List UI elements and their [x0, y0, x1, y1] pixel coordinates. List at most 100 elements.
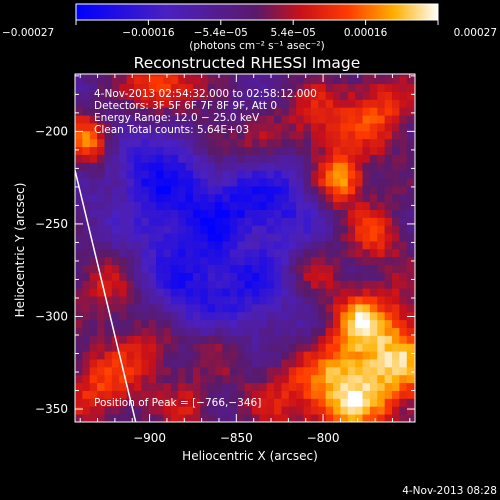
- heatmap-cell: [163, 264, 172, 273]
- heatmap-cell: [355, 280, 363, 289]
- heatmap-cell: [141, 296, 150, 305]
- heatmap-cell: [318, 382, 327, 391]
- heatmap-cell: [82, 248, 91, 258]
- heatmap-cell: [251, 296, 260, 305]
- heatmap-cell: [251, 193, 260, 203]
- heatmap-cell: [281, 264, 290, 273]
- heatmap-cell: [82, 296, 91, 305]
- heatmap-cell: [75, 99, 83, 108]
- heatmap-cell: [75, 303, 83, 313]
- heatmap-cell: [392, 130, 400, 140]
- heatmap-cell: [244, 288, 253, 297]
- heatmap-cell: [141, 201, 150, 210]
- heatmap-cell: [178, 99, 186, 108]
- heatmap-cell: [222, 99, 231, 108]
- heatmap-cell: [178, 311, 186, 321]
- heatmap-cell: [347, 123, 356, 132]
- heatmap-cell: [288, 280, 297, 289]
- heatmap-cell: [310, 83, 319, 92]
- heatmap-cell: [399, 123, 408, 132]
- heatmap-cell: [355, 83, 363, 92]
- heatmap-cell: [310, 99, 319, 108]
- heatmap-cell: [362, 107, 371, 116]
- heatmap-cell: [89, 185, 98, 195]
- heatmap-cell: [163, 382, 172, 391]
- heatmap-cell: [369, 154, 378, 163]
- heatmap-cell: [296, 99, 304, 108]
- heatmap-cell: [347, 335, 356, 344]
- heatmap-cell: [340, 382, 349, 391]
- heatmap-cell: [170, 366, 179, 376]
- heatmap-cell: [133, 209, 142, 218]
- heatmap-cell: [303, 272, 312, 281]
- heatmap-cell: [369, 272, 378, 281]
- heatmap-cell: [215, 201, 223, 210]
- heatmap-cell: [259, 288, 268, 297]
- heatmap-cell: [303, 115, 312, 124]
- heatmap-cell: [148, 359, 157, 368]
- heatmap-cell: [384, 138, 393, 148]
- heatmap-cell: [75, 248, 83, 258]
- heatmap-cell: [237, 288, 245, 297]
- heatmap-cell: [251, 75, 260, 85]
- heatmap-cell: [406, 256, 415, 266]
- heatmap-cell: [237, 170, 245, 179]
- heatmap-cell: [200, 233, 209, 242]
- heatmap-cell: [75, 130, 83, 140]
- heatmap-cell: [288, 406, 297, 415]
- heatmap-cell: [104, 201, 113, 210]
- heatmap-cell: [237, 327, 245, 336]
- heatmap-cell: [333, 288, 341, 297]
- heatmap-cell: [229, 264, 238, 273]
- heatmap-cell: [148, 75, 157, 85]
- heatmap-cell: [185, 115, 194, 124]
- heatmap-cell: [170, 225, 179, 234]
- heatmap-cell: [119, 107, 128, 116]
- heatmap-cell: [274, 75, 282, 85]
- heatmap-cell: [170, 74, 179, 77]
- heatmap-cell: [75, 319, 83, 328]
- heatmap-cell: [229, 170, 238, 179]
- heatmap-cell: [392, 146, 400, 155]
- heatmap-cell: [340, 162, 349, 171]
- heatmap-cell: [163, 233, 172, 242]
- heatmap-cell: [178, 343, 186, 352]
- heatmap-cell: [325, 162, 334, 171]
- heatmap-cell: [111, 390, 120, 399]
- heatmap-cell: [281, 91, 290, 100]
- heatmap-cell: [185, 311, 194, 321]
- heatmap-cell: [392, 201, 400, 210]
- heatmap-cell: [200, 209, 209, 218]
- heatmap-cell: [259, 414, 268, 422]
- heatmap-cell: [75, 366, 83, 376]
- heatmap-cell: [133, 390, 142, 399]
- heatmap-cell: [170, 256, 179, 266]
- heatmap-cell: [207, 74, 216, 77]
- heatmap-cell: [222, 319, 231, 328]
- heatmap-cell: [303, 146, 312, 155]
- heatmap-cell: [89, 178, 98, 187]
- heatmap-cell: [75, 264, 83, 273]
- heatmap-cell: [266, 296, 275, 305]
- heatmap-cell: [244, 296, 253, 305]
- heatmap-cell: [156, 303, 164, 313]
- heatmap-cell: [75, 241, 83, 250]
- heatmap-cell: [237, 296, 245, 305]
- heatmap-cell: [82, 374, 91, 384]
- heatmap-cell: [237, 178, 245, 187]
- heatmap-cell: [133, 217, 142, 226]
- heatmap-cell: [111, 130, 120, 140]
- heatmap-cell: [126, 170, 135, 179]
- heatmap-cell: [259, 185, 268, 195]
- heatmap-cell: [178, 138, 186, 148]
- heatmap-cell: [75, 398, 83, 407]
- heatmap-cell: [215, 311, 223, 321]
- heatmap-cell: [266, 130, 275, 140]
- heatmap-cell: [399, 319, 408, 328]
- heatmap-cell: [355, 256, 363, 266]
- heatmap-cell: [362, 280, 371, 289]
- heatmap-cell: [119, 225, 128, 234]
- heatmap-cell: [362, 248, 371, 258]
- heatmap-cell: [163, 154, 172, 163]
